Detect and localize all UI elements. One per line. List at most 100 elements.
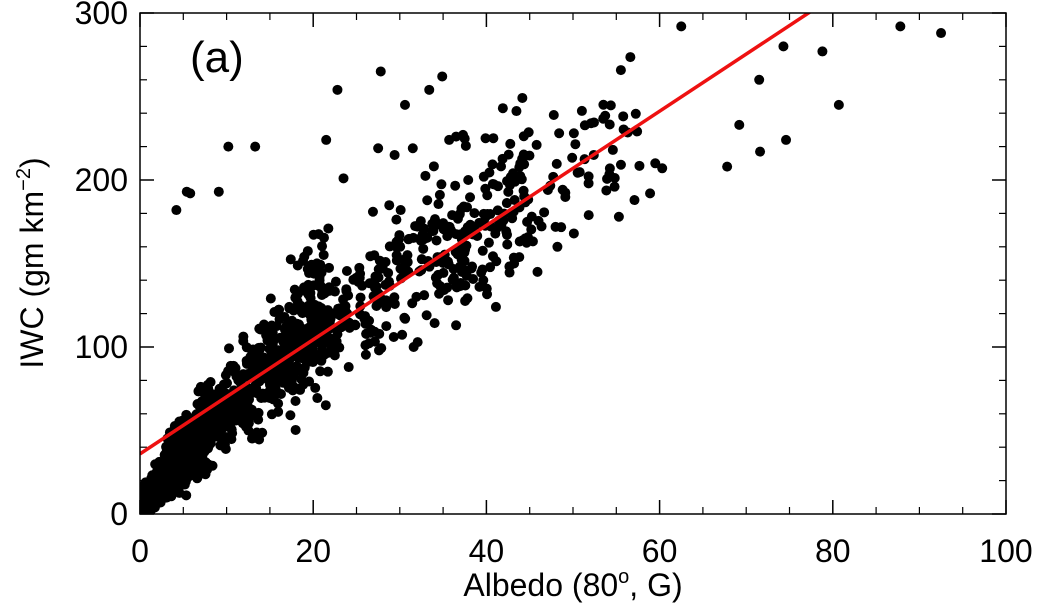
data-point <box>509 176 520 187</box>
data-point <box>205 377 216 388</box>
data-point <box>391 250 402 261</box>
data-point <box>657 163 668 174</box>
data-point <box>517 235 528 246</box>
data-point <box>355 292 366 303</box>
data-point <box>273 368 284 379</box>
data-point <box>615 65 626 76</box>
data-point <box>634 160 645 171</box>
data-point <box>383 267 394 278</box>
data-point <box>371 301 382 312</box>
data-point <box>568 228 579 239</box>
data-point <box>200 457 211 468</box>
x-tick-label: 40 <box>469 533 505 569</box>
data-point <box>253 414 264 425</box>
y-tick-label: 200 <box>75 162 128 198</box>
data-point <box>373 143 384 154</box>
data-point <box>650 158 661 169</box>
data-point <box>526 211 537 222</box>
data-point <box>629 195 640 206</box>
data-point <box>289 284 300 295</box>
data-point <box>265 293 276 304</box>
data-point <box>140 498 148 509</box>
data-point <box>391 214 402 225</box>
data-point <box>384 200 395 211</box>
data-point <box>676 21 687 32</box>
x-axis-label-main: Albedo (80 <box>463 567 618 603</box>
data-point <box>399 99 410 110</box>
data-point <box>273 398 284 409</box>
data-point <box>167 479 178 490</box>
data-point <box>527 236 538 247</box>
data-point <box>313 262 324 273</box>
data-point <box>218 379 229 390</box>
data-point <box>359 313 370 324</box>
data-point <box>369 250 380 261</box>
data-point <box>477 264 488 275</box>
data-point <box>224 343 235 354</box>
data-point <box>552 241 563 252</box>
x-axis-label-sup: o <box>618 566 629 588</box>
data-point <box>505 138 516 149</box>
data-point <box>317 344 328 355</box>
data-point <box>570 139 581 150</box>
data-point <box>465 192 476 203</box>
data-point <box>332 84 343 95</box>
data-point <box>490 228 501 239</box>
data-point <box>436 179 447 190</box>
data-point <box>460 280 471 291</box>
data-point <box>480 212 491 223</box>
data-point <box>323 223 334 234</box>
data-point <box>488 133 499 144</box>
data-point <box>267 354 278 365</box>
data-point <box>466 263 477 274</box>
data-point <box>250 360 261 371</box>
data-point <box>420 170 431 181</box>
data-point <box>412 221 423 232</box>
data-point <box>273 406 284 417</box>
data-point <box>526 224 537 235</box>
scatter-points <box>140 21 947 514</box>
data-point <box>509 195 520 206</box>
data-point <box>598 113 609 124</box>
data-point <box>450 180 461 191</box>
data-point <box>460 140 471 151</box>
data-point <box>778 41 789 52</box>
data-point <box>576 105 587 116</box>
data-point <box>615 159 626 170</box>
data-point <box>605 100 616 111</box>
data-point <box>607 144 618 155</box>
data-point <box>504 267 515 278</box>
data-point <box>618 111 629 122</box>
x-tick-label: 60 <box>642 533 678 569</box>
data-point <box>424 84 435 95</box>
data-point <box>310 382 321 393</box>
data-point <box>318 249 329 260</box>
data-point <box>388 331 399 342</box>
data-point <box>402 257 413 268</box>
data-point <box>341 284 352 295</box>
regression-line <box>140 13 812 456</box>
data-point <box>458 129 469 140</box>
data-point <box>307 318 318 329</box>
data-point <box>223 141 234 152</box>
data-point <box>446 225 457 236</box>
data-point <box>177 474 188 485</box>
data-point <box>283 382 294 393</box>
data-point <box>308 280 319 291</box>
data-point <box>321 134 332 145</box>
y-axis-label: IWC (gm km−2) <box>13 157 50 368</box>
data-point <box>501 198 512 209</box>
data-point <box>307 328 318 339</box>
data-point <box>609 181 620 192</box>
data-point <box>489 179 500 190</box>
data-point <box>322 366 333 377</box>
data-point <box>532 266 543 277</box>
data-point <box>482 190 493 201</box>
data-point <box>450 280 461 291</box>
data-point <box>428 225 439 236</box>
data-point <box>195 416 206 427</box>
data-point <box>305 287 316 298</box>
data-point <box>276 346 287 357</box>
data-point <box>431 235 442 246</box>
